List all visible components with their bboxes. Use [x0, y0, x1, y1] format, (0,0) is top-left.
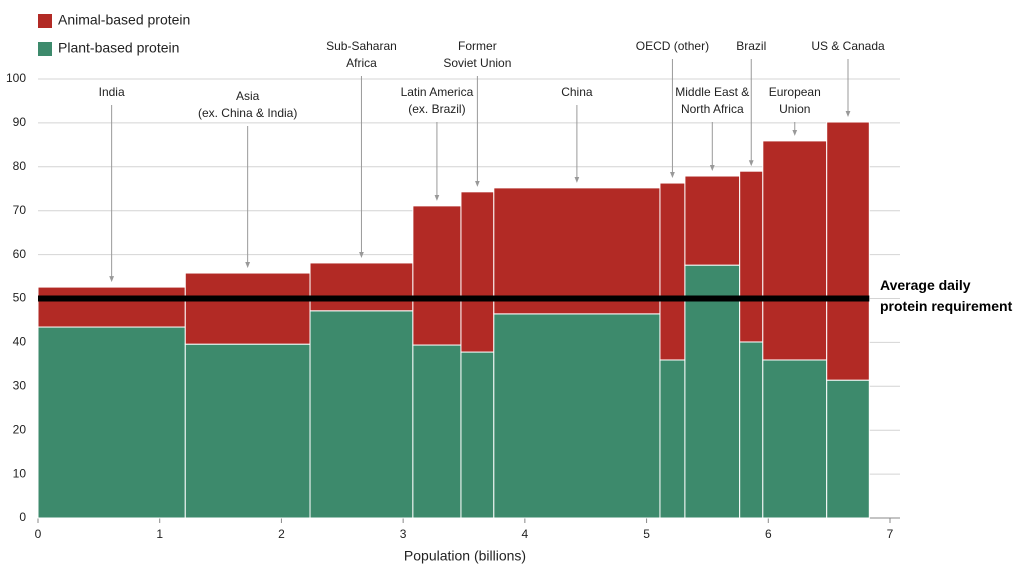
- bar-segment: [659, 359, 686, 519]
- category-label-line: Former: [458, 39, 497, 53]
- bar-segment: [460, 191, 495, 353]
- bar-segment: [493, 187, 661, 315]
- category-label-line: China: [561, 85, 593, 99]
- legend-label: Animal-based protein: [58, 12, 190, 28]
- x-tick-label: 6: [765, 527, 772, 541]
- y-tick-label: 20: [13, 422, 27, 436]
- category-label-line: India: [99, 85, 125, 99]
- category-label-line: Brazil: [736, 39, 766, 53]
- category-label: Latin America (ex. Brazil): [401, 85, 474, 116]
- bar-segment: [762, 140, 828, 361]
- category-label-line: Latin America: [401, 85, 474, 99]
- bar-segment: [412, 205, 462, 346]
- category-label-line: Soviet Union: [443, 56, 511, 70]
- bar-segment: [309, 310, 414, 519]
- x-tick-label: 0: [35, 527, 42, 541]
- category-label: India: [99, 85, 125, 99]
- y-tick-label: 30: [13, 378, 27, 392]
- legend-label: Plant-based protein: [58, 40, 179, 56]
- x-tick-label: 4: [522, 527, 529, 541]
- bar-segment: [684, 175, 741, 266]
- category-label: Asia (ex. China & India): [198, 89, 297, 120]
- y-tick-label: 90: [13, 115, 27, 129]
- category-label-line: Asia: [236, 89, 260, 103]
- x-tick-label: 5: [643, 527, 650, 541]
- category-label-line: European: [769, 85, 821, 99]
- category-label: European Union: [769, 85, 821, 116]
- y-tick-label: 0: [19, 510, 26, 524]
- category-label: Former Soviet Union: [443, 39, 511, 70]
- y-tick-label: 10: [13, 466, 27, 480]
- bar-segment: [659, 182, 686, 361]
- reference-label: protein requirement: [880, 298, 1013, 314]
- bar-segment: [739, 170, 764, 343]
- bar-segment: [739, 341, 764, 519]
- legend-swatch: [38, 42, 52, 56]
- category-label: OECD (other): [636, 39, 709, 53]
- bar-segment: [412, 344, 462, 519]
- category-label-line: (ex. China & India): [198, 106, 297, 120]
- bar-segment: [826, 379, 870, 519]
- x-tick-label: 2: [278, 527, 285, 541]
- category-label-line: OECD (other): [636, 39, 709, 53]
- x-tick-label: 7: [887, 527, 894, 541]
- x-tick-label: 1: [156, 527, 163, 541]
- y-tick-label: 70: [13, 203, 27, 217]
- category-label-line: US & Canada: [811, 39, 885, 53]
- bar-segment: [684, 264, 741, 519]
- category-label-line: Middle East &: [675, 85, 749, 99]
- category-label-line: Sub-Saharan: [326, 39, 397, 53]
- bar-segment: [37, 326, 186, 519]
- y-tick-label: 40: [13, 335, 27, 349]
- category-label-line: Africa: [346, 56, 377, 70]
- bar-segment: [309, 262, 414, 312]
- bar-segment: [762, 359, 828, 519]
- reference-label: Average daily: [880, 277, 971, 293]
- x-axis-label: Population (billions): [404, 548, 526, 564]
- legend-swatch: [38, 14, 52, 28]
- x-tick-label: 3: [400, 527, 407, 541]
- category-label-line: Union: [779, 102, 810, 116]
- y-tick-label: 60: [13, 247, 27, 261]
- bar-segment: [37, 286, 186, 328]
- y-tick-label: 50: [13, 291, 27, 305]
- y-tick-label: 80: [13, 159, 27, 173]
- bar-segment: [493, 313, 661, 519]
- category-label: Middle East & North Africa: [675, 85, 749, 116]
- category-label: China: [561, 85, 593, 99]
- category-label: Sub-Saharan Africa: [326, 39, 397, 70]
- bar-segment: [184, 272, 311, 345]
- category-label-line: North Africa: [681, 102, 744, 116]
- category-label: US & Canada: [811, 39, 885, 53]
- bar-segment: [460, 351, 495, 519]
- bar-segment: [826, 121, 870, 381]
- bar-segment: [184, 343, 311, 519]
- y-tick-label: 100: [6, 71, 26, 85]
- category-label-line: (ex. Brazil): [408, 102, 465, 116]
- category-label: Brazil: [736, 39, 766, 53]
